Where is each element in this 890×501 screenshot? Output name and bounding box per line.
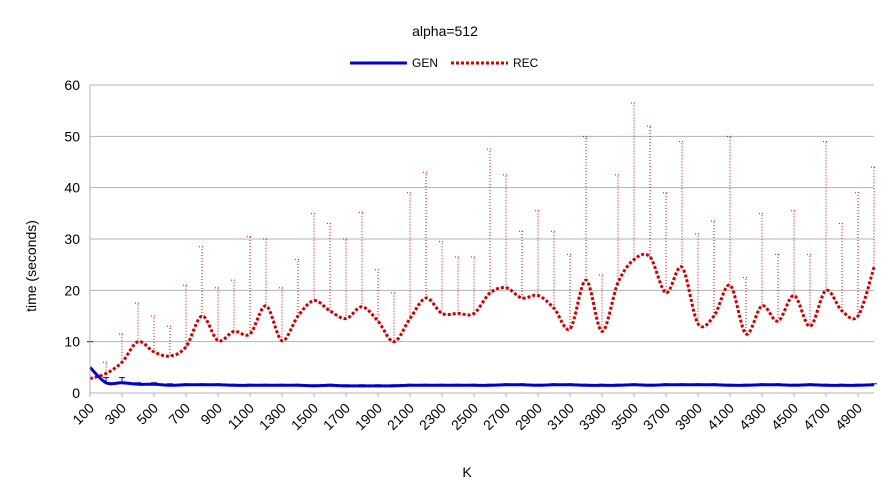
y-tick-label: 10	[64, 334, 80, 350]
chart-title: alpha=512	[412, 23, 478, 39]
x-tick-label: 4100	[704, 400, 737, 433]
x-tick-label: 1900	[352, 400, 385, 433]
x-tick-label: 4500	[768, 400, 801, 433]
x-tick-label: 100	[69, 400, 97, 428]
x-tick-label: 900	[197, 400, 225, 428]
x-tick-label: 300	[101, 400, 129, 428]
series-line-gen	[88, 366, 875, 388]
x-tick-label: 3500	[608, 400, 641, 433]
x-tick-label: 3100	[544, 400, 577, 433]
x-tick-label: 1300	[256, 400, 289, 433]
y-tick-label: 40	[64, 180, 80, 196]
x-tick-label: 3700	[640, 400, 673, 433]
x-axis-label: K	[462, 464, 472, 480]
x-tick-label: 3900	[672, 400, 705, 433]
y-tick-label: 20	[64, 282, 80, 298]
y-tick-label: 50	[64, 128, 80, 144]
x-tick-label: 1700	[320, 400, 353, 433]
y-axis-label: time (seconds)	[23, 220, 39, 312]
x-tick-label: 4900	[832, 400, 865, 433]
series-line-rec	[89, 252, 876, 381]
x-axis-ticks: 100 300 500 700 900 1100130015001700190021002…	[69, 393, 865, 433]
y-axis-ticks: 0 10 20 30 40 50 60	[64, 77, 80, 401]
x-tick-label: 3300	[576, 400, 609, 433]
x-tick-label: 2500	[448, 400, 481, 433]
y-tick-label: 60	[64, 77, 80, 93]
x-tick-label: 2100	[384, 400, 417, 433]
x-tick-label: 4700	[800, 400, 833, 433]
x-tick-label: 700	[165, 400, 193, 428]
x-tick-label: 1100	[225, 400, 258, 433]
legend: GEN REC	[350, 56, 539, 70]
axes	[89, 85, 874, 394]
y-tick-label: 30	[64, 231, 80, 247]
legend-label-rec: REC	[513, 56, 539, 70]
x-tick-label: 1500	[288, 400, 321, 433]
x-tick-label: 500	[133, 400, 161, 428]
legend-label-gen: GEN	[412, 56, 438, 70]
grid	[90, 84, 874, 394]
error-bars	[87, 102, 877, 386]
x-tick-label: 2900	[512, 400, 545, 433]
x-tick-label: 2700	[480, 400, 513, 433]
series-lines	[88, 252, 876, 388]
x-tick-label: 4300	[736, 400, 769, 433]
x-tick-label: 2300	[416, 400, 449, 433]
y-tick-label: 0	[72, 385, 80, 401]
